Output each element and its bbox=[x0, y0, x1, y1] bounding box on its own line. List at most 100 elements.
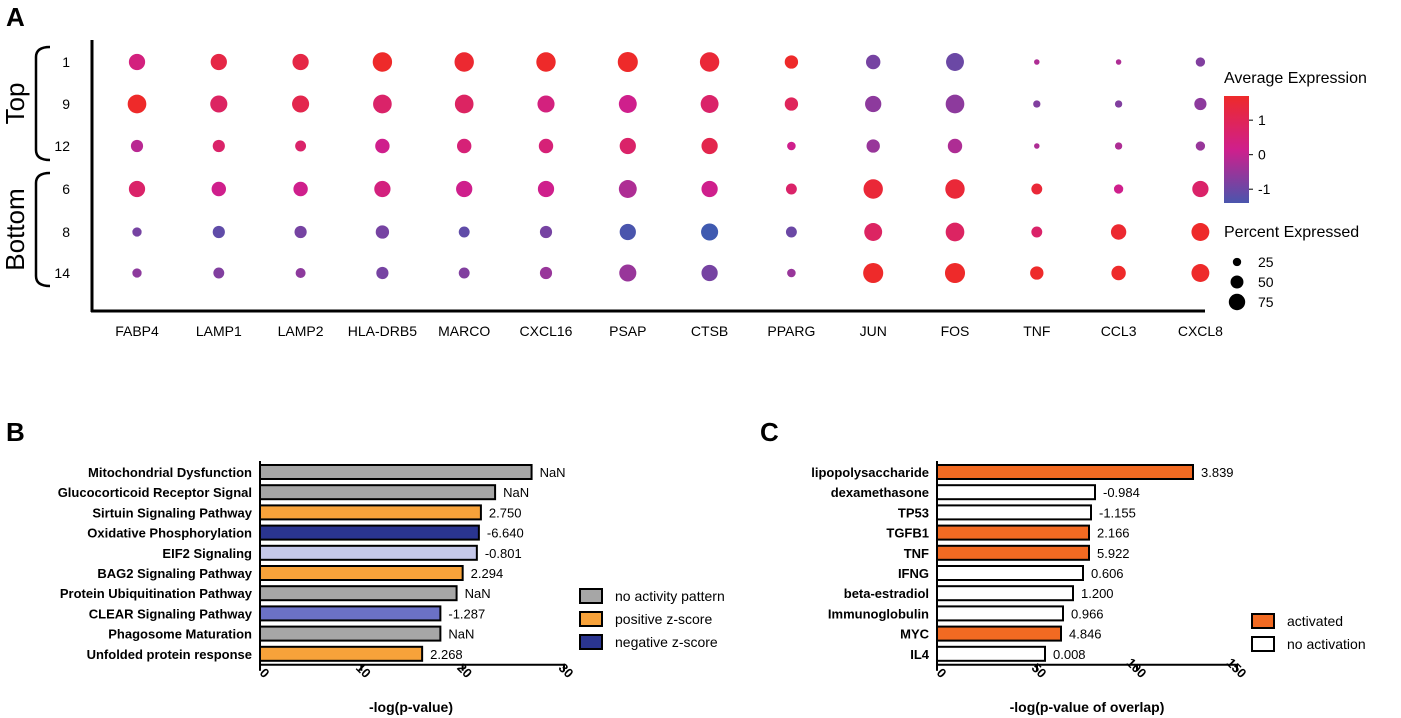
dot-MARCO-cluster-12 bbox=[456, 138, 472, 154]
bar-IL4 bbox=[936, 645, 1046, 662]
dot-PSAP-cluster-1 bbox=[617, 51, 638, 73]
pathway-x-axis-title: -log(p-value) bbox=[369, 699, 453, 715]
dot-MARCO-cluster-8 bbox=[458, 226, 470, 238]
upstream-x-axis-title: -log(p-value of overlap) bbox=[1010, 699, 1165, 715]
dot-PSAP-cluster-14 bbox=[619, 264, 637, 282]
value-label: 2.294 bbox=[471, 566, 504, 581]
group-brackets: Top Bottom bbox=[0, 45, 51, 288]
dot-TNF-cluster-6 bbox=[1031, 183, 1043, 195]
category-label: Oxidative Phosphorylation bbox=[87, 526, 252, 541]
dot-PSAP-cluster-12 bbox=[619, 137, 636, 155]
dot-CXCL16-cluster-9 bbox=[537, 95, 555, 113]
dot-CCL3-cluster-1 bbox=[1115, 59, 1122, 65]
legend-label: activated bbox=[1287, 613, 1343, 629]
upstream-legend: activated no activation bbox=[1251, 613, 1366, 652]
dot-TNF-cluster-1 bbox=[1034, 59, 1040, 65]
bar-EIF2 Signaling bbox=[259, 544, 478, 561]
percent-legend-dot bbox=[1228, 293, 1246, 311]
dot-JUN-cluster-6 bbox=[863, 179, 883, 199]
x-tick-label: 30 bbox=[556, 660, 577, 681]
dot-HLA-DRB5-cluster-14 bbox=[376, 266, 389, 280]
expression-legend-ticks: 1 0 -1 bbox=[1249, 112, 1271, 197]
bar-Protein Ubiquitination Pathway bbox=[259, 585, 458, 602]
dot-CCL3-cluster-14 bbox=[1111, 265, 1126, 281]
bar-CLEAR Signaling Pathway bbox=[259, 605, 442, 622]
category-label: BAG2 Signaling Pathway bbox=[97, 566, 252, 581]
dot-HLA-DRB5-cluster-6 bbox=[374, 180, 391, 198]
pathway-legend: no activity pattern positive z-score negat… bbox=[579, 588, 725, 650]
expression-colorbar bbox=[1224, 96, 1249, 203]
dot-CXCL8-cluster-9 bbox=[1194, 97, 1207, 111]
gene-labels: FABP4 LAMP1 LAMP2 HLA-DRB5 MARCO CXCL16 PSAP CT… bbox=[115, 323, 1223, 339]
legend-label: no activity pattern bbox=[615, 588, 725, 604]
dot-LAMP1-cluster-1 bbox=[210, 53, 227, 71]
gene-label: CXCL8 bbox=[1178, 323, 1223, 339]
dot-CTSB-cluster-9 bbox=[700, 95, 719, 113]
category-label: Immunoglobulin bbox=[828, 606, 929, 621]
category-label: IFNG bbox=[898, 566, 929, 581]
group-label: Top bbox=[0, 83, 30, 125]
legend-label: no activation bbox=[1287, 636, 1366, 652]
dot-CXCL8-cluster-1 bbox=[1195, 57, 1206, 67]
dot-HLA-DRB5-cluster-8 bbox=[375, 225, 390, 239]
value-label: 2.750 bbox=[489, 505, 522, 520]
dot-CTSB-cluster-8 bbox=[701, 223, 719, 241]
dot-PPARG-cluster-12 bbox=[787, 141, 796, 151]
gene-label: MARCO bbox=[438, 323, 490, 339]
dot-CCL3-cluster-8 bbox=[1110, 224, 1127, 240]
value-label: NaN bbox=[503, 485, 529, 500]
dot-MARCO-cluster-14 bbox=[458, 267, 470, 279]
percent-legend-label: 75 bbox=[1258, 294, 1274, 310]
dot-TNF-cluster-8 bbox=[1031, 226, 1043, 238]
gene-label: PSAP bbox=[609, 323, 646, 339]
percent-legend: 25 50 75 bbox=[1228, 254, 1274, 311]
expression-legend-title: Average Expression bbox=[1224, 70, 1367, 87]
dot-JUN-cluster-1 bbox=[865, 54, 881, 70]
dot-CTSB-cluster-6 bbox=[701, 180, 718, 198]
value-label: 3.839 bbox=[1201, 465, 1234, 480]
dot-PPARG-cluster-1 bbox=[784, 55, 799, 69]
value-label: 1.200 bbox=[1081, 586, 1114, 601]
value-label: -1.155 bbox=[1099, 505, 1136, 520]
cluster-label: 9 bbox=[62, 96, 70, 112]
dot-TNF-cluster-14 bbox=[1030, 266, 1044, 280]
dot-PSAP-cluster-8 bbox=[619, 223, 636, 241]
upstream-bar-panel: lipopolysaccharide 3.839 dexamethasone -0.9… bbox=[811, 461, 1366, 715]
percent-legend-label: 25 bbox=[1258, 254, 1274, 270]
dot-CXCL8-cluster-12 bbox=[1195, 141, 1206, 151]
pathway-bar-panel: Mitochondrial Dysfunction NaN Glucocortico… bbox=[58, 461, 725, 715]
dot-JUN-cluster-9 bbox=[865, 95, 882, 113]
dot-CXCL16-cluster-12 bbox=[538, 138, 554, 154]
group-bracket bbox=[34, 45, 51, 162]
gene-label: TNF bbox=[1023, 323, 1050, 339]
cluster-label: 8 bbox=[62, 224, 70, 240]
category-label: IL4 bbox=[910, 647, 930, 662]
category-label: Protein Ubiquitination Pathway bbox=[60, 586, 253, 601]
dot-CCL3-cluster-6 bbox=[1113, 184, 1124, 194]
category-label: lipopolysaccharide bbox=[811, 465, 929, 480]
dot-CCL3-cluster-9 bbox=[1114, 100, 1123, 108]
value-label: 2.166 bbox=[1097, 526, 1130, 541]
dot-HLA-DRB5-cluster-12 bbox=[375, 138, 390, 154]
value-label: -1.287 bbox=[448, 606, 485, 621]
dot-CTSB-cluster-14 bbox=[701, 264, 718, 282]
dot-JUN-cluster-12 bbox=[866, 139, 880, 153]
legend-swatch bbox=[1251, 636, 1275, 652]
dot-JUN-cluster-14 bbox=[863, 262, 884, 284]
category-label: beta-estradiol bbox=[844, 586, 929, 601]
dot-CXCL16-cluster-6 bbox=[537, 180, 555, 198]
value-label: 0.966 bbox=[1071, 606, 1104, 621]
gene-label: LAMP1 bbox=[196, 323, 242, 339]
category-label: MYC bbox=[900, 627, 930, 642]
dot-FOS-cluster-1 bbox=[946, 53, 964, 71]
dotplot-panel: FABP4 LAMP1 LAMP2 HLA-DRB5 MARCO CXCL16 PSAP CT… bbox=[0, 40, 1367, 339]
value-label: 0.008 bbox=[1053, 647, 1086, 662]
dot-FABP4-cluster-14 bbox=[132, 268, 142, 278]
dot-FOS-cluster-9 bbox=[945, 94, 965, 114]
percent-legend-dot bbox=[1230, 275, 1244, 289]
dot-FOS-cluster-14 bbox=[944, 262, 966, 284]
bar-Glucocorticoid Receptor Signal bbox=[259, 484, 497, 501]
category-label: Sirtuin Signaling Pathway bbox=[92, 505, 252, 520]
dot-MARCO-cluster-6 bbox=[456, 180, 473, 198]
dot-CXCL8-cluster-14 bbox=[1191, 264, 1210, 282]
